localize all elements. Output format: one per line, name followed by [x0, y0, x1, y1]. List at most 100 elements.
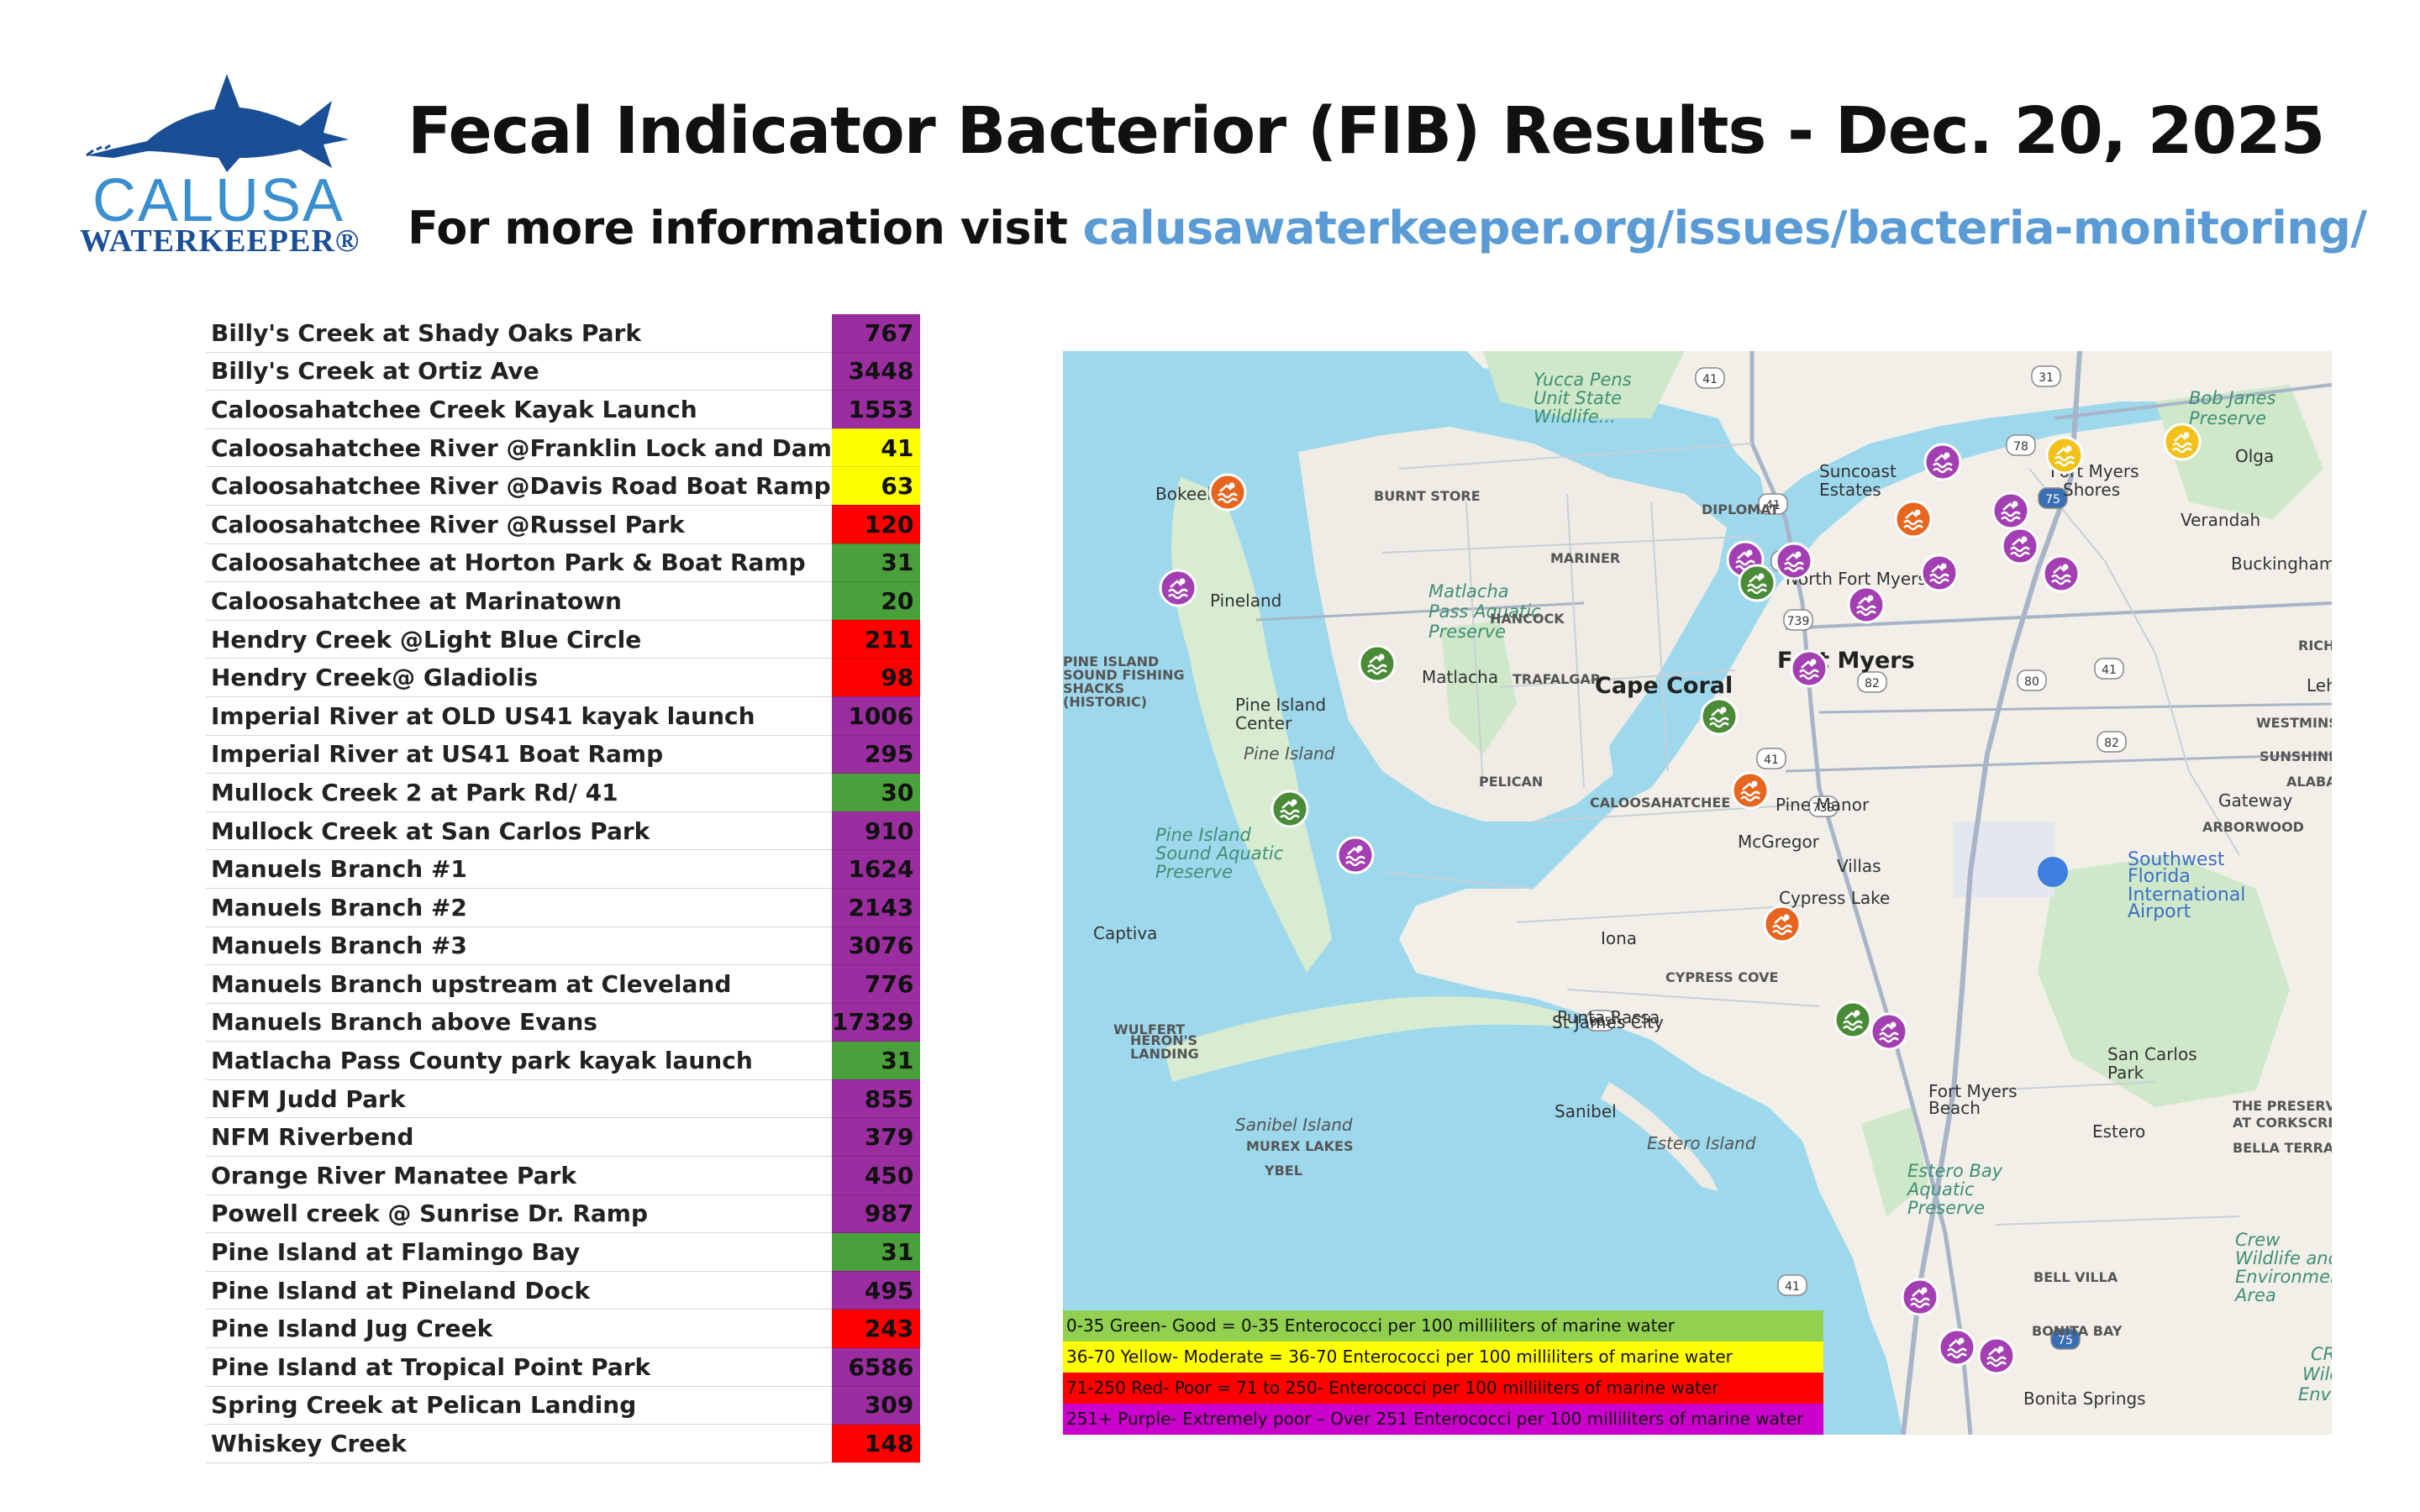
- swim-site-marker-icon[interactable]: [2163, 423, 2202, 461]
- sampling-sites-map[interactable]: 413178754186573982804141827398654175 Yuc…: [1063, 351, 2332, 1435]
- swim-site-marker-icon[interactable]: [1738, 564, 1776, 602]
- site-value: 495: [831, 1271, 921, 1310]
- map-label: Estates: [1819, 480, 1881, 500]
- table-row: Billy's Creek at Ortiz Ave 3448: [206, 352, 921, 391]
- site-value: 98: [831, 658, 921, 697]
- swim-site-marker-icon[interactable]: [1700, 697, 1739, 736]
- swim-site-marker-icon[interactable]: [1159, 569, 1197, 607]
- swim-site-marker-icon[interactable]: [1358, 644, 1397, 683]
- site-value: 120: [831, 505, 921, 544]
- svg-text:41: 41: [1765, 499, 1781, 512]
- map-label: Pineland: [1210, 591, 1281, 611]
- map-label: HANCOCK: [1490, 611, 1565, 627]
- map-label: Verandah: [2181, 510, 2260, 530]
- swim-site-marker-icon[interactable]: [1901, 1278, 1939, 1316]
- swim-site-marker-icon[interactable]: [1208, 473, 1247, 512]
- table-row: Powell creek @ Sunrise Dr. Ramp 987: [206, 1194, 921, 1234]
- map-label: Area: [2233, 1285, 2276, 1305]
- site-name: Billy's Creek at Shady Oaks Park: [206, 314, 832, 353]
- map-label: Preserve: [1428, 622, 1506, 642]
- site-value: 41: [831, 428, 921, 468]
- road-shield-icon: 75: [2038, 487, 2068, 509]
- swim-site-marker-icon[interactable]: [1731, 771, 1770, 810]
- subtitle-prefix: For more information visit: [408, 202, 1083, 255]
- swim-site-marker-icon[interactable]: [1775, 542, 1813, 580]
- site-value: 20: [831, 581, 921, 621]
- site-name: Manuels Branch #3: [206, 927, 832, 966]
- site-name: Manuels Branch #1: [206, 849, 832, 889]
- site-name: Mullock Creek 2 at Park Rd/ 41: [206, 773, 832, 812]
- map-label: Bonita Springs: [2023, 1389, 2146, 1409]
- swim-site-marker-icon[interactable]: [2045, 436, 2084, 475]
- swim-site-marker-icon[interactable]: [1938, 1328, 1976, 1367]
- map-label: Unit State: [1534, 388, 1622, 408]
- swim-site-marker-icon[interactable]: [1833, 1000, 1872, 1039]
- road-shield-icon: 41: [1758, 493, 1788, 515]
- table-row: Spring Creek at Pelican Landing 309: [206, 1386, 921, 1425]
- map-label: Pine Island: [1155, 825, 1252, 845]
- map-label: Bob Janes: [2189, 388, 2276, 408]
- map-label: (HISTORIC): [1063, 694, 1147, 710]
- site-value: 767: [831, 314, 921, 353]
- map-label: Iona: [1601, 928, 1637, 948]
- swim-site-marker-icon[interactable]: [1336, 836, 1375, 874]
- road-shield-icon: 82: [2096, 731, 2127, 753]
- table-row: Matlacha Pass County park kayak launch 31: [206, 1041, 921, 1080]
- swim-site-marker-icon[interactable]: [1977, 1336, 2016, 1375]
- map-label: WESTMINSTER: [2256, 715, 2332, 731]
- map-label: Wildlife...: [1534, 407, 1616, 427]
- info-link[interactable]: calusawaterkeeper.org/issues/bacteria-mo…: [1082, 202, 2367, 255]
- map-label: WULFERT: [1113, 1021, 1185, 1037]
- site-name: Powell creek @ Sunrise Dr. Ramp: [206, 1194, 832, 1234]
- swim-site-marker-icon[interactable]: [2042, 554, 2081, 593]
- table-row: Caloosahatchee Creek Kayak Launch 1553: [206, 390, 921, 429]
- svg-text:75: 75: [2045, 493, 2060, 507]
- legend-item-red: 71-250 Red- Poor = 71 to 250- Enterococc…: [1063, 1373, 1823, 1404]
- map-label: San Carlos: [2107, 1044, 2197, 1064]
- map-label: Cypress Lake: [1779, 888, 1890, 908]
- site-value: 63: [831, 466, 921, 506]
- map-label: Aquatic: [1906, 1179, 1975, 1200]
- swim-site-marker-icon[interactable]: [1894, 500, 1933, 538]
- swim-site-marker-icon[interactable]: [1270, 790, 1309, 828]
- map-label: Sanibel: [1555, 1101, 1617, 1121]
- table-row: Manuels Branch above Evans 17329: [206, 1003, 921, 1042]
- page-subtitle: For more information visit calusawaterke…: [408, 202, 2367, 255]
- swim-site-marker-icon[interactable]: [1920, 554, 1959, 592]
- table-row: Mullock Creek 2 at Park Rd/ 41 30: [206, 773, 921, 812]
- site-name: Caloosahatchee at Marinatown: [206, 581, 832, 621]
- swim-site-marker-icon[interactable]: [1870, 1012, 1908, 1051]
- map-label: SHACKS: [1063, 680, 1124, 696]
- map-label: YBEL: [1264, 1163, 1302, 1179]
- site-value: 1006: [831, 696, 921, 736]
- map-label: TRAFALGAR: [1512, 671, 1601, 687]
- table-row: Manuels Branch #3 3076: [206, 927, 921, 966]
- swim-site-marker-icon[interactable]: [1923, 443, 1962, 481]
- swim-site-marker-icon[interactable]: [1763, 905, 1802, 943]
- map-label: Pine Island: [1244, 743, 1335, 764]
- table-row: Caloosahatchee at Horton Park & Boat Ram…: [206, 543, 921, 583]
- swim-site-marker-icon[interactable]: [1847, 585, 1886, 624]
- map-label: St James City: [1552, 1012, 1664, 1032]
- site-value: 31: [831, 1232, 921, 1272]
- site-value: 295: [831, 735, 921, 774]
- site-name: Caloosahatchee River @Davis Road Boat Ra…: [206, 466, 832, 506]
- swim-site-marker-icon[interactable]: [2001, 527, 2039, 565]
- map-label: LANDING: [1130, 1046, 1199, 1062]
- site-name: Whiskey Creek: [206, 1424, 832, 1463]
- map-label: Olga: [2235, 446, 2274, 466]
- logo-word-calusa: CALUSA: [92, 167, 345, 234]
- table-row: Orange River Manatee Park 450: [206, 1156, 921, 1195]
- site-name: Hendry Creek @Light Blue Circle: [206, 620, 832, 659]
- svg-text:41: 41: [2102, 664, 2117, 677]
- map-label: ALABAMA: [2286, 774, 2332, 790]
- map-label: International: [2128, 885, 2245, 906]
- swim-site-marker-icon[interactable]: [1790, 649, 1828, 688]
- road-shield-icon: 31: [2031, 365, 2061, 387]
- map-label: Pass Aquatic: [1428, 601, 1541, 622]
- swim-site-marker-icon[interactable]: [1991, 491, 2030, 530]
- svg-text:82: 82: [1865, 677, 1880, 690]
- map-markers: [1159, 423, 2202, 1375]
- site-value: 31: [831, 1041, 921, 1080]
- legend-item-green: 0-35 Green- Good = 0-35 Enterococci per …: [1063, 1310, 1823, 1341]
